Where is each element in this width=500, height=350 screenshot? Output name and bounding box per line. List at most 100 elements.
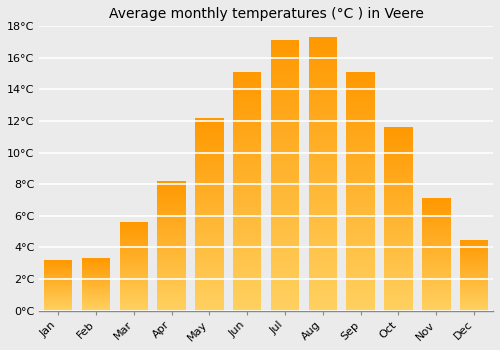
Bar [346,230,375,232]
Bar [195,170,224,172]
Bar [158,263,186,264]
Bar [271,84,299,86]
Bar [195,287,224,289]
Bar [233,280,262,282]
Bar [308,103,337,106]
Bar [195,249,224,251]
Bar [460,272,488,273]
Bar [195,243,224,245]
Bar [233,222,262,225]
Bar [271,43,299,46]
Bar [422,256,450,257]
Bar [271,205,299,208]
Bar [422,249,450,250]
Bar [233,225,262,227]
Bar [233,292,262,294]
Bar [44,306,72,307]
Bar [120,299,148,300]
Bar [422,214,450,215]
Bar [422,223,450,224]
Bar [422,211,450,212]
Bar [233,158,262,160]
Bar [158,194,186,195]
Bar [44,275,72,276]
Bar [44,266,72,267]
Bar [120,246,148,247]
Bar [422,222,450,223]
Bar [422,299,450,301]
Bar [271,140,299,143]
Bar [460,303,488,304]
Bar [82,296,110,297]
Bar [308,89,337,92]
Bar [271,308,299,310]
Bar [346,125,375,127]
Bar [308,305,337,308]
Bar [120,245,148,246]
Bar [384,248,412,250]
Bar [308,294,337,297]
Bar [195,191,224,193]
Bar [44,301,72,302]
Bar [460,242,488,243]
Bar [120,260,148,261]
Bar [384,155,412,157]
Bar [308,210,337,212]
Bar [346,91,375,93]
Bar [120,302,148,303]
Bar [271,51,299,54]
Bar [384,135,412,136]
Bar [233,105,262,108]
Bar [120,237,148,238]
Bar [460,302,488,303]
Bar [422,257,450,258]
Bar [195,270,224,272]
Bar [233,79,262,82]
Bar [346,246,375,248]
Bar [195,160,224,162]
Bar [422,252,450,253]
Bar [195,245,224,247]
Bar [308,56,337,59]
Bar [308,220,337,223]
Bar [346,105,375,108]
Bar [158,195,186,197]
Bar [195,278,224,280]
Bar [271,200,299,203]
Bar [346,139,375,141]
Bar [422,238,450,239]
Bar [195,162,224,164]
Bar [82,270,110,271]
Bar [308,106,337,108]
Bar [158,254,186,255]
Bar [384,197,412,199]
Bar [460,281,488,282]
Bar [120,305,148,306]
Bar [384,179,412,181]
Bar [233,184,262,187]
Bar [271,54,299,57]
Bar [346,86,375,89]
Bar [195,201,224,203]
Bar [233,237,262,239]
Bar [120,265,148,266]
Bar [158,247,186,248]
Bar [460,274,488,275]
Bar [44,302,72,303]
Bar [384,268,412,270]
Bar [460,271,488,272]
Bar [422,242,450,243]
Bar [346,96,375,98]
Bar [44,305,72,306]
Bar [82,260,110,261]
Bar [308,119,337,122]
Bar [384,164,412,166]
Bar [384,212,412,214]
Bar [158,300,186,302]
Bar [384,169,412,172]
Bar [422,237,450,238]
Bar [120,298,148,299]
Bar [460,264,488,265]
Bar [233,141,262,144]
Bar [233,308,262,310]
